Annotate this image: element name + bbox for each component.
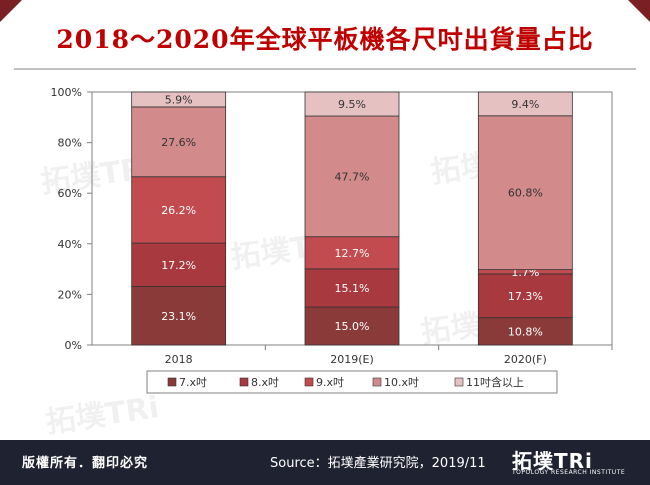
legend-label: 10.x吋 [384, 376, 419, 389]
x-tick-label: 2019(E) [330, 353, 374, 366]
data-label: 26.2% [161, 204, 196, 217]
data-label: 5.9% [165, 93, 193, 106]
logo-text: 拓墣TRi [512, 449, 593, 473]
legend-label: 11吋含以上 [466, 375, 524, 389]
bar-segment [131, 286, 227, 346]
data-label: 15.1% [335, 282, 370, 295]
bar-segment [304, 236, 400, 270]
legend-label: 8.x吋 [251, 376, 279, 389]
company-logo: 拓墣TRi TOPOLOGY RESEARCH INSTITUTE [512, 445, 632, 479]
stacked-bar-chart: 0% 20% 40% 60% 80% 100% 23.1% 17.2% 26.2% 27.6% 5.… [51, 86, 613, 394]
bar-segment [477, 273, 573, 319]
footer-bar [0, 440, 650, 485]
y-tick-label: 60% [58, 187, 82, 200]
copyright-text: 版權所有．翻印必究 [22, 456, 149, 471]
data-label: 10.8% [508, 325, 543, 338]
legend-swatch [454, 377, 464, 387]
bar-segment [131, 106, 227, 178]
y-tick-label: 40% [58, 238, 82, 251]
data-label: 15.0% [335, 320, 370, 333]
data-label: 9.4% [511, 98, 539, 111]
legend-label: 9.x吋 [316, 376, 344, 389]
legend-swatch [167, 377, 177, 387]
bar-segment [304, 115, 400, 238]
corner-decoration-right [628, 0, 650, 22]
y-tick-label: 20% [58, 288, 82, 301]
bar-segment [131, 176, 227, 244]
legend-box [146, 370, 558, 394]
data-label: 12.7% [335, 247, 370, 260]
bar-segment [477, 91, 573, 117]
x-tick-label: 2020(F) [504, 353, 547, 366]
bar-segment [304, 91, 400, 117]
y-tick-label: 100% [51, 86, 82, 99]
data-label: 17.3% [508, 290, 543, 303]
title-divider [14, 68, 636, 70]
x-tick-label: 2018 [165, 353, 193, 366]
bar-segment [304, 268, 400, 308]
data-label: 9.5% [338, 98, 366, 111]
data-label: 27.6% [161, 136, 196, 149]
data-label: 47.7% [335, 170, 370, 183]
source-text: Source：拓墣產業研究院，2019/11 [270, 456, 486, 471]
corner-decoration-left [0, 0, 22, 22]
data-label: 17.2% [161, 259, 196, 272]
chart-title: 2018～2020年全球平板機各尺吋出貨量占比 [56, 25, 594, 54]
bar-segment [477, 115, 573, 271]
y-tick-label: 0% [65, 339, 82, 352]
data-label: 60.8% [508, 187, 543, 200]
y-tick-label: 80% [58, 137, 82, 150]
legend-label: 7.x吋 [179, 376, 207, 389]
legend-swatch [239, 377, 249, 387]
legend-swatch [304, 377, 314, 387]
bar-segment [131, 242, 227, 287]
bar-segment [304, 306, 400, 346]
bar-segment [131, 91, 227, 108]
logo-subtitle: TOPOLOGY RESEARCH INSTITUTE [512, 469, 626, 476]
legend-swatch [372, 377, 382, 387]
data-label: 23.1% [161, 310, 196, 323]
